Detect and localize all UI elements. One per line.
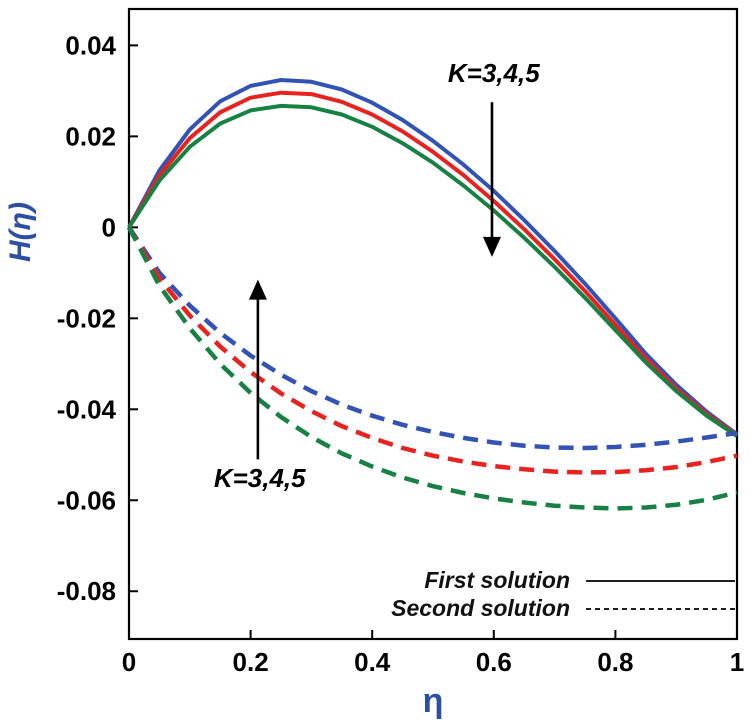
- x-tick-label: 0.4: [354, 647, 391, 677]
- arrow-down-head: [482, 236, 501, 257]
- curve-second-solution-k4: [127, 226, 738, 475]
- legend-label-0: First solution: [424, 567, 570, 593]
- plot-box: [127, 7, 739, 641]
- x-tick-label: 0.6: [476, 647, 512, 677]
- curve-first-solution-k3: [127, 78, 739, 436]
- curve-first-solution-k4: [127, 90, 739, 437]
- x-tick-label: 0.2: [233, 647, 269, 677]
- legend-label-1: Second solution: [391, 595, 570, 621]
- y-tick-label: -0.02: [57, 303, 116, 333]
- curve-second-solution-k3: [127, 226, 738, 451]
- y-tick-label: -0.08: [57, 576, 116, 606]
- arrow-up-head: [248, 279, 267, 300]
- y-tick-label: 0: [102, 212, 116, 242]
- curve-first-solution-k5: [127, 103, 739, 438]
- y-axis-label: H(η): [4, 202, 37, 262]
- k-label-bottom: K=3,4,5: [214, 463, 306, 493]
- y-tick-label: 0.04: [65, 30, 116, 60]
- x-tick-label: 0.8: [597, 647, 633, 677]
- y-tick-label: 0.02: [65, 121, 116, 151]
- x-tick-label: 1: [730, 647, 744, 677]
- x-axis-label: η: [423, 682, 444, 720]
- x-tick-label: 0: [122, 647, 136, 677]
- k-label-top: K=3,4,5: [448, 58, 540, 88]
- curve-second-solution-k5: [127, 226, 738, 511]
- y-tick-label: -0.06: [57, 485, 116, 515]
- y-tick-label: -0.04: [57, 394, 117, 424]
